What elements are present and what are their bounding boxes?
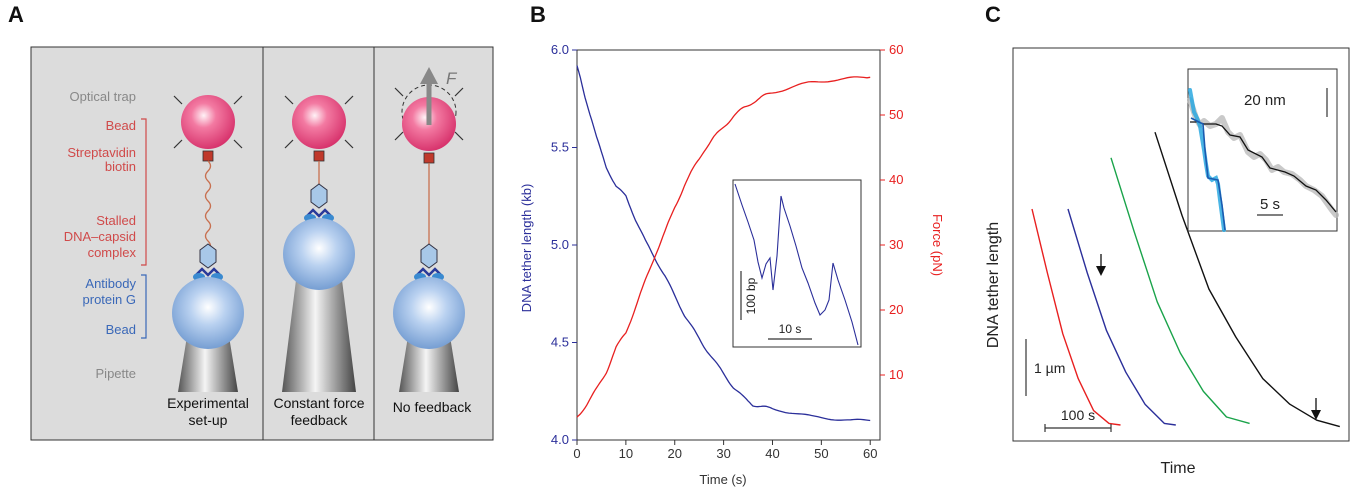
label-complex: complex [88,245,137,260]
caption-setup-line1: Experimental [167,395,249,411]
plot-b-ytick-right-label: 20 [889,302,903,317]
pipette-bead-2 [283,218,355,290]
biotin-link-1 [202,150,214,162]
panel-b: B 0 10 20 30 40 50 60 4.0 4.5 5.0 5.5 6.0 10 20 30 40 50… [519,2,945,487]
plot-b-ylabel-right: Force (pN) [930,214,945,276]
label-biotin: biotin [105,159,136,174]
trap-rays-2 [284,95,354,149]
plot-b-ytick-right-label: 30 [889,237,903,252]
plot-c-scale-y-label: 1 µm [1034,360,1065,376]
plot-c-frame [1012,47,1350,442]
bracket-blue [141,274,147,339]
trace-red [1031,208,1121,426]
pause-arrow-black [1311,398,1321,420]
plot-c-inset-scale-y-label: 20 nm [1244,92,1286,109]
trap-rays-1 [173,95,243,149]
plot-b-ytick-right-label: 50 [889,107,903,122]
plot-b-xtick-label: 60 [863,446,877,461]
label-bead-top: Bead [106,118,136,133]
pipette-2 [282,272,356,392]
plot-b-xlabel: Time (s) [699,472,746,487]
pause-arrow-blue [1096,254,1106,276]
plot-b-xtick-label: 0 [573,446,580,461]
plot-c-inset-frame [1187,68,1338,232]
panel-b-letter: B [530,2,546,27]
plot-c-xlabel: Time [1161,460,1196,477]
setup-column-3: F [393,67,465,392]
plot-b-ticks: 0 10 20 30 40 50 60 4.0 4.5 5.0 5.5 6.0 10 20 30 40 50 60 [551,42,904,461]
caption-constant-line2: feedback [291,412,349,428]
plot-b-inset-trace [734,183,859,346]
plot-c-inset-scale-x-label: 5 s [1260,196,1280,213]
setup-column-1 [172,95,244,392]
trace-blue [1067,208,1176,426]
force-symbol: F [446,69,458,88]
trace-green [1110,157,1250,425]
plot-c-scale-x-label: 100 s [1061,407,1095,423]
optical-bead-1 [181,95,235,149]
plot-c-ylabel: DNA tether length [985,222,1002,348]
label-optical-trap: Optical trap [70,89,136,104]
label-streptavidin: Streptavidin [67,145,136,160]
plot-b-ylabel-left: DNA tether length (kb) [519,184,534,313]
caption-setup-line2: set-up [189,412,228,428]
panel-a-letter: A [8,2,24,27]
pipette-bead-1 [172,277,244,349]
capsid-1 [199,243,217,269]
tether-length-trace [576,65,871,422]
antibody-1 [195,267,221,277]
label-dna-capsid: DNA–capsid [64,229,136,244]
setup-column-2 [282,95,356,392]
label-protein-g: protein G [83,292,136,307]
panel-c: C DNA tether length Time 1 µm 100 s 20 n… [985,2,1350,477]
force-arrow-head [420,67,438,84]
pipette-bead-3 [393,277,465,349]
label-bead-bottom: Bead [106,322,136,337]
plot-b-inset-scale-y-label: 100 bp [744,277,758,314]
plot-b-ytick-right-label: 60 [889,42,903,57]
label-pipette: Pipette [96,366,136,381]
plot-b-series [576,65,871,422]
bracket-red [141,118,147,266]
plot-b-inset-scale-x-label: 10 s [779,322,802,336]
plot-b-ytick-left-label: 5.5 [551,140,569,155]
plot-c-inset-blue-fit [1190,117,1226,231]
plot-b-ytick-right-label: 10 [889,367,903,382]
plot-b-xtick-label: 10 [619,446,633,461]
biotin-link-2 [313,150,325,162]
force-trace [576,76,871,418]
plot-b-ytick-left-label: 5.0 [551,237,569,252]
label-antibody: Antibody [85,276,136,291]
optical-bead-2 [292,95,346,149]
plot-b-ytick-left-label: 4.0 [551,432,569,447]
caption-no-feedback: No feedback [393,399,473,415]
trap-rays-3 [394,87,464,141]
plot-b-ytick-right-label: 40 [889,172,903,187]
plot-b-xtick-label: 30 [716,446,730,461]
plot-b-xtick-label: 50 [814,446,828,461]
plot-b-ytick-left-label: 4.5 [551,335,569,350]
biotin-link-3 [423,152,435,164]
antibody-2 [306,208,332,218]
plot-c-inset-black-fit [1190,121,1337,213]
plot-c-series [1031,131,1340,428]
capsid-2 [310,183,328,209]
panel-c-letter: C [985,2,1001,27]
antibody-3 [416,267,442,277]
dna-tether-1 [204,160,212,262]
plot-b-xtick-label: 40 [765,446,779,461]
plot-b-xtick-label: 20 [668,446,682,461]
plot-b-ytick-left-label: 6.0 [551,42,569,57]
trace-black [1154,131,1340,428]
caption-constant-line1: Constant force [273,395,364,411]
plot-b-inset-frame [732,179,862,348]
panel-a: A Optical trap Bead Streptavidin biotin … [8,2,494,441]
capsid-3 [420,243,438,269]
label-stalled: Stalled [96,213,136,228]
